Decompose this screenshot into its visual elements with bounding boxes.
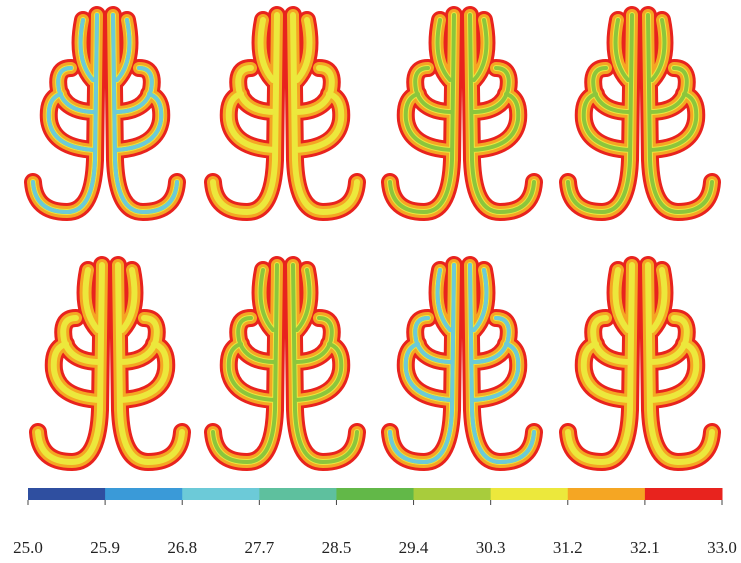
colorbar-label: 26.8 (167, 538, 197, 557)
colorbar-label: 31.2 (553, 538, 583, 557)
section-6 (213, 265, 357, 462)
figure: 25.0 25.9 26.8 27.7 28.5 29.4 30.3 31.2 32.1 33.0 (0, 0, 741, 563)
section-3 (390, 15, 534, 212)
colorbar-label: 28.5 (322, 538, 352, 557)
colorbar-segment (645, 488, 723, 500)
colorbar: 25.0 25.9 26.8 27.7 28.5 29.4 30.3 31.2 32.1 33.0 (13, 488, 737, 557)
section-2 (213, 15, 357, 212)
colorbar-segment (491, 488, 569, 500)
section-7 (390, 265, 534, 462)
section-4 (568, 15, 712, 212)
colorbar-segment (336, 488, 414, 500)
colorbar-segment (414, 488, 492, 500)
colorbar-label: 29.4 (399, 538, 429, 557)
colorbar-label: 27.7 (244, 538, 274, 557)
colorbar-segment (28, 488, 106, 500)
colorbar-label: 25.0 (13, 538, 43, 557)
colorbar-segment (105, 488, 183, 500)
colorbar-label: 32.1 (630, 538, 660, 557)
colorbar-label: 33.0 (707, 538, 737, 557)
colorbar-segment (259, 488, 337, 500)
colorbar-label: 30.3 (476, 538, 506, 557)
section-5 (38, 265, 182, 462)
colorbar-segment (568, 488, 646, 500)
section-1 (33, 15, 177, 212)
colorbar-segment (182, 488, 260, 500)
section-8 (568, 265, 712, 462)
colorbar-label: 25.9 (90, 538, 120, 557)
